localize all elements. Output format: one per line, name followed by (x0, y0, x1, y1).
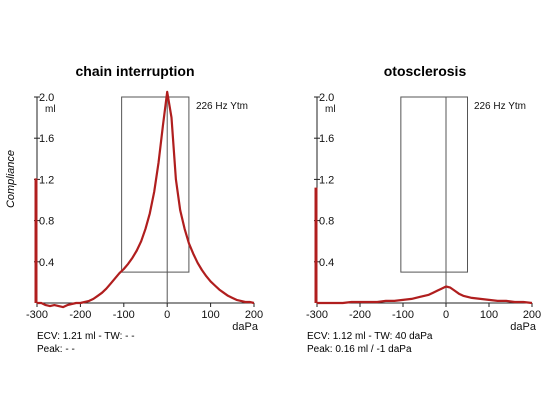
y-tick-label: 0.4 (39, 257, 54, 269)
probe-frequency-label: 226 Hz Ytm (474, 101, 526, 112)
x-unit-label: daPa (232, 321, 259, 333)
y-tick-label: 1.6 (319, 133, 334, 145)
probe-frequency-label: 226 Hz Ytm (196, 101, 248, 112)
x-tick-label: -300 (306, 309, 328, 321)
y-unit-label: ml (45, 104, 56, 115)
compliance-curve-0 (37, 90, 255, 309)
x-tick-label: -200 (69, 309, 91, 321)
y-tick-label: 2.0 (39, 92, 54, 104)
compliance-curve-0 (317, 285, 533, 305)
y-unit-label: ml (325, 104, 336, 115)
x-tick-label: -100 (392, 309, 414, 321)
chart-panel-1: 0.4 0.8 1.2 1.6 2.0ml -300 -200 -100 0 100 200daPa… (306, 92, 541, 333)
chart-footer-otosclerosis: ECV: 1.12 ml - TW: 40 daPa Peak: 0.16 ml… (307, 330, 537, 356)
y-tick-label: 1.6 (39, 133, 54, 145)
peak-readout: Peak: - - (37, 344, 75, 355)
normal-range-window (121, 96, 190, 273)
chart-title-chain-interruption: chain interruption (75, 63, 195, 79)
chart-footer-chain-interruption: ECV: 1.21 ml - TW: - - Peak: - - (37, 330, 267, 356)
x-tick-label: 200 (523, 309, 541, 321)
x-tick-label: -100 (113, 309, 135, 321)
peak-readout: Peak: 0.16 ml / -1 daPa (307, 344, 412, 355)
x-tick-label: 100 (480, 309, 498, 321)
x-tick-label: 0 (164, 309, 170, 321)
x-tick-label: 100 (201, 309, 219, 321)
y-tick-label: 1.2 (319, 174, 334, 186)
x-unit-label: daPa (510, 321, 537, 333)
ecv-readout: ECV: 1.12 ml - TW: 40 daPa (307, 331, 433, 342)
x-tick-label: -200 (349, 309, 371, 321)
x-tick-label: 200 (245, 309, 263, 321)
y-tick-label: 2.0 (319, 92, 334, 104)
chart-title-otosclerosis: otosclerosis (383, 63, 467, 79)
y-tick-label: 0.4 (319, 257, 334, 269)
x-tick-label: 0 (443, 309, 449, 321)
chart-panel-0: 0.4 0.8 1.2 1.6 2.0ml -300 -200 -100 0 100 200daPa… (26, 90, 263, 333)
ecv-readout: ECV: 1.21 ml - TW: - - (37, 331, 135, 342)
x-tick-label: -300 (26, 309, 48, 321)
y-tick-label: 0.8 (319, 216, 334, 228)
y-tick-label: 0.8 (39, 216, 54, 228)
y-tick-label: 1.2 (39, 174, 54, 186)
normal-range-window (400, 96, 469, 273)
